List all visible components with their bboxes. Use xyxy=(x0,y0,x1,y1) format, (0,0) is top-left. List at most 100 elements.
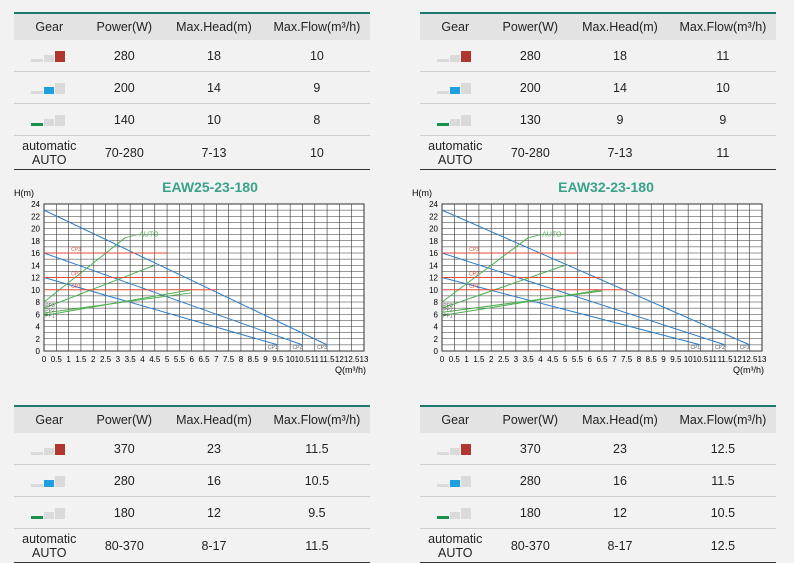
y-axis-label: H(m) xyxy=(412,188,432,198)
gear-label-auto-line1: automatic xyxy=(428,531,483,546)
series-label: CP1 xyxy=(469,284,479,290)
column-header: Gear xyxy=(14,12,85,40)
gear-1-icon xyxy=(31,114,66,126)
x-tick-label: 8.5 xyxy=(646,355,658,364)
gear-cell xyxy=(14,496,85,529)
x-tick-label: 5.5 xyxy=(572,355,584,364)
x-tick-label: 8 xyxy=(637,355,642,364)
x-axis-label: Q(m³/h) xyxy=(733,365,764,375)
gear-cell: automatic AUTO xyxy=(420,528,491,563)
table-row: 180 12 9.5 xyxy=(14,496,370,529)
y-tick-label: 20 xyxy=(429,225,438,234)
column-header: Power(W) xyxy=(490,12,571,40)
x-tick-label: 0.5 xyxy=(449,355,461,364)
flow-cell: 10.5 xyxy=(263,464,370,497)
gear-label-auto-line1: automatic xyxy=(22,531,77,546)
gear-2-icon xyxy=(31,82,66,94)
auto-leader xyxy=(125,234,138,239)
table-row: automatic AUTO 70-280 7-13 11 xyxy=(420,135,776,170)
x-tick-label: 13 xyxy=(758,355,767,364)
series-line-blue xyxy=(43,277,278,346)
chart-eaw25: 0 0.5 1 1.5 2 2.5 3 3.5 4 4.5 5 5.5 6 6.5 7 7.5 8 8.5 9 9.5… xyxy=(14,188,369,375)
series-label: CP3 xyxy=(469,247,479,253)
y-tick-label: 10 xyxy=(31,286,40,295)
power-cell: 370 xyxy=(84,433,165,465)
gear-cell xyxy=(14,433,85,465)
series-line-green xyxy=(43,264,155,309)
series-label: CP2 xyxy=(469,272,479,278)
power-cell: 180 xyxy=(490,496,571,529)
table-row: 280 18 11 xyxy=(420,40,776,72)
power-cell: 370 xyxy=(490,433,571,465)
head-cell: 23 xyxy=(570,433,670,465)
y-tick-label: 22 xyxy=(31,212,40,221)
head-cell: 8-17 xyxy=(164,528,264,563)
flow-cell: 10 xyxy=(669,71,776,104)
table-row: 140 10 8 xyxy=(14,103,370,136)
column-header: Power(W) xyxy=(490,405,571,433)
flow-cell: 11.5 xyxy=(669,464,776,497)
table-row: automatic AUTO 70-280 7-13 10 xyxy=(14,135,370,170)
flow-cell: 11 xyxy=(669,135,776,170)
gear-2-icon xyxy=(437,475,472,487)
column-header: Max.Flow(m³/h) xyxy=(263,405,370,433)
table-row: 280 16 10.5 xyxy=(14,464,370,497)
head-cell: 7-13 xyxy=(164,135,264,170)
x-tick-label: 9.5 xyxy=(670,355,682,364)
x-tick-label: 6 xyxy=(587,355,592,364)
spec-table-3: Gear Power(W) Max.Head(m) Max.Flow(m³/h) 370… xyxy=(14,405,370,563)
x-tick-label: 8 xyxy=(239,355,244,364)
x-tick-label: 1 xyxy=(464,355,469,364)
gear-3-icon xyxy=(437,443,472,455)
power-cell: 200 xyxy=(84,71,165,104)
x-tick-label: 3 xyxy=(514,355,519,364)
y-tick-label: 12 xyxy=(31,274,40,283)
series-end-label: CP1 xyxy=(690,345,700,351)
y-tick-label: 20 xyxy=(31,225,40,234)
y-tick-label: 6 xyxy=(434,310,439,319)
power-cell: 140 xyxy=(84,103,165,136)
power-cell: 280 xyxy=(84,464,165,497)
series-end-label: CP2 xyxy=(292,345,302,351)
gear-cell xyxy=(420,40,491,72)
flow-cell: 10 xyxy=(263,40,370,72)
gear-label-auto-line1: automatic xyxy=(428,138,483,153)
x-tick-label: 0 xyxy=(42,355,47,364)
series-line-green xyxy=(43,237,126,303)
gear-cell: automatic AUTO xyxy=(420,135,491,170)
column-header: Power(W) xyxy=(84,12,165,40)
x-tick-label: 4.5 xyxy=(149,355,161,364)
series-line-green xyxy=(441,289,603,316)
x-tick-label: 7.5 xyxy=(223,355,235,364)
x-tick-label: 11 xyxy=(311,355,320,364)
gear-2-icon xyxy=(437,82,472,94)
x-tick-label: 12.5 xyxy=(742,355,758,364)
head-cell: 23 xyxy=(164,433,264,465)
column-header: Gear xyxy=(14,405,85,433)
gear-cell: automatic AUTO xyxy=(14,528,85,563)
y-tick-label: 24 xyxy=(429,200,438,209)
series-label: PP2 xyxy=(443,307,453,313)
head-cell: 7-13 xyxy=(570,135,670,170)
column-header: Max.Flow(m³/h) xyxy=(669,12,776,40)
auto-label: AUTO xyxy=(542,232,562,239)
flow-cell: 10.5 xyxy=(669,496,776,529)
x-tick-label: 10 xyxy=(286,355,295,364)
x-tick-label: 9 xyxy=(263,355,268,364)
x-axis-label: Q(m³/h) xyxy=(335,365,366,375)
y-tick-label: 12 xyxy=(429,274,438,283)
flow-cell: 12.5 xyxy=(669,433,776,465)
header-row: Gear Power(W) Max.Head(m) Max.Flow(m³/h) xyxy=(420,405,776,433)
x-tick-label: 2 xyxy=(489,355,494,364)
power-cell: 280 xyxy=(490,464,571,497)
x-tick-label: 4 xyxy=(538,355,543,364)
x-tick-label: 5 xyxy=(165,355,170,364)
head-cell: 9 xyxy=(570,103,670,136)
series-label: CP2 xyxy=(71,272,81,278)
series-line-green xyxy=(441,290,603,313)
head-cell: 10 xyxy=(164,103,264,136)
series-end-label: CP3 xyxy=(740,345,750,351)
series-label: CP3 xyxy=(71,247,81,253)
gear-cell xyxy=(420,464,491,497)
flow-cell: 12.5 xyxy=(669,528,776,563)
